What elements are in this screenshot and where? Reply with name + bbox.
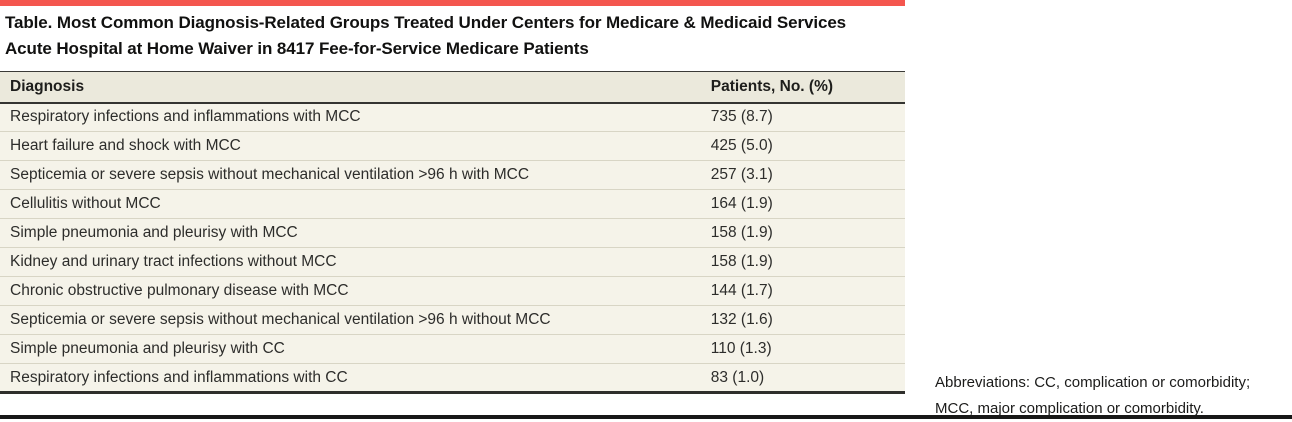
diagnosis-cell: Heart failure and shock with MCC: [0, 131, 701, 161]
diagnosis-cell: Cellulitis without MCC: [0, 189, 701, 219]
patients-cell: 110 (1.3): [700, 334, 905, 364]
diagnosis-cell: Simple pneumonia and pleurisy with CC: [0, 334, 701, 364]
table-header: Diagnosis Patients, No. (%): [0, 71, 905, 104]
table-row: Simple pneumonia and pleurisy with CC 11…: [0, 334, 905, 364]
abbreviations-footnote: Abbreviations: CC, complication or comor…: [935, 374, 1251, 417]
table-row: Simple pneumonia and pleurisy with MCC 1…: [0, 218, 905, 248]
patients-cell: 735 (8.7): [700, 102, 905, 132]
patients-cell: 425 (5.0): [700, 131, 905, 161]
table-body: Respiratory infections and inflammations…: [0, 102, 905, 393]
patients-cell: 158 (1.9): [700, 218, 905, 248]
table-row: Cellulitis without MCC 164 (1.9): [0, 189, 905, 219]
column-header-diagnosis: Diagnosis: [0, 71, 701, 104]
table-row: Heart failure and shock with MCC 425 (5.…: [0, 131, 905, 161]
table-row: Septicemia or severe sepsis without mech…: [0, 305, 905, 335]
header-row: Diagnosis Patients, No. (%): [0, 71, 905, 104]
diagnosis-cell: Septicemia or severe sepsis without mech…: [0, 160, 701, 190]
patients-cell: 158 (1.9): [700, 247, 905, 277]
patients-cell: 257 (3.1): [700, 160, 905, 190]
table-row: Respiratory infections and inflammations…: [0, 102, 905, 132]
patients-cell: 132 (1.6): [700, 305, 905, 335]
table-title: Table. Most Common Diagnosis-Related Gro…: [5, 13, 847, 58]
table-row: Kidney and urinary tract infections with…: [0, 247, 905, 277]
diagnosis-cell: Septicemia or severe sepsis without mech…: [0, 305, 701, 335]
page-bottom-rule: [0, 415, 1292, 419]
diagnosis-cell: Simple pneumonia and pleurisy with MCC: [0, 218, 701, 248]
diagnosis-table: Diagnosis Patients, No. (%) Respiratory …: [0, 71, 905, 394]
diagnosis-cell: Chronic obstructive pulmonary disease wi…: [0, 276, 701, 306]
diagnosis-cell: Kidney and urinary tract infections with…: [0, 247, 701, 277]
patients-cell: 83 (1.0): [700, 363, 905, 393]
patients-cell: 164 (1.9): [700, 189, 905, 219]
diagnosis-cell: Respiratory infections and inflammations…: [0, 102, 701, 132]
table-row: Respiratory infections and inflammations…: [0, 363, 905, 393]
table-row: Septicemia or severe sepsis without mech…: [0, 160, 905, 190]
accent-top-bar: [0, 0, 905, 6]
column-header-patients: Patients, No. (%): [700, 71, 905, 104]
table-row: Chronic obstructive pulmonary disease wi…: [0, 276, 905, 306]
diagnosis-cell: Respiratory infections and inflammations…: [0, 363, 701, 393]
patients-cell: 144 (1.7): [700, 276, 905, 306]
